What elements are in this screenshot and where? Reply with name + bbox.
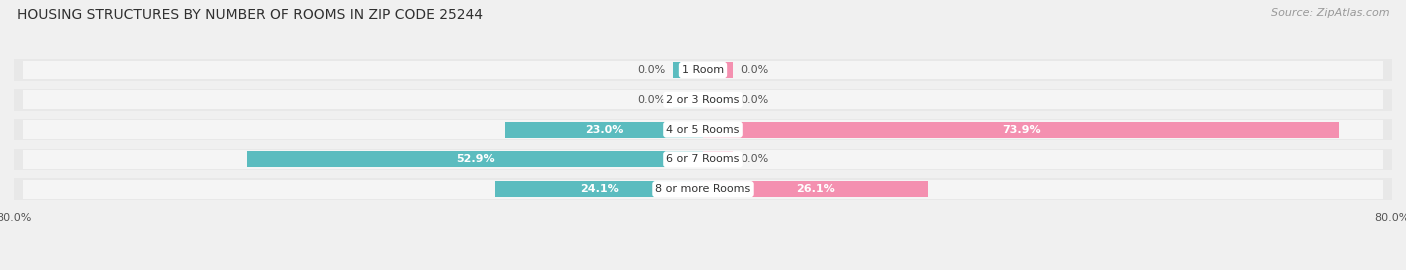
Bar [673, 62, 703, 78]
Bar [703, 122, 1340, 138]
Bar [14, 59, 1392, 81]
Bar [14, 178, 1392, 200]
Bar [14, 89, 1392, 110]
Text: 8 or more Rooms: 8 or more Rooms [655, 184, 751, 194]
Text: 0.0%: 0.0% [740, 154, 768, 164]
Text: 0.0%: 0.0% [638, 65, 666, 75]
Bar [14, 119, 1392, 140]
Bar [22, 90, 1384, 109]
Bar [22, 60, 1384, 79]
Bar [703, 151, 733, 167]
Text: 2 or 3 Rooms: 2 or 3 Rooms [666, 95, 740, 105]
Text: HOUSING STRUCTURES BY NUMBER OF ROOMS IN ZIP CODE 25244: HOUSING STRUCTURES BY NUMBER OF ROOMS IN… [17, 8, 482, 22]
Text: 0.0%: 0.0% [740, 65, 768, 75]
Bar [495, 181, 703, 197]
Bar [22, 120, 1384, 139]
Bar [247, 151, 703, 167]
Text: 26.1%: 26.1% [796, 184, 835, 194]
Text: 73.9%: 73.9% [1002, 124, 1040, 135]
Bar [22, 180, 1384, 199]
Text: 23.0%: 23.0% [585, 124, 623, 135]
Bar [703, 92, 733, 108]
Bar [703, 181, 928, 197]
Text: 4 or 5 Rooms: 4 or 5 Rooms [666, 124, 740, 135]
Bar [22, 150, 1384, 169]
Text: 6 or 7 Rooms: 6 or 7 Rooms [666, 154, 740, 164]
Bar [703, 62, 733, 78]
Bar [505, 122, 703, 138]
Text: 1 Room: 1 Room [682, 65, 724, 75]
Text: 0.0%: 0.0% [638, 95, 666, 105]
Text: 0.0%: 0.0% [740, 95, 768, 105]
Bar [673, 92, 703, 108]
Bar [14, 149, 1392, 170]
Text: Source: ZipAtlas.com: Source: ZipAtlas.com [1271, 8, 1389, 18]
Text: 24.1%: 24.1% [579, 184, 619, 194]
Text: 52.9%: 52.9% [456, 154, 495, 164]
